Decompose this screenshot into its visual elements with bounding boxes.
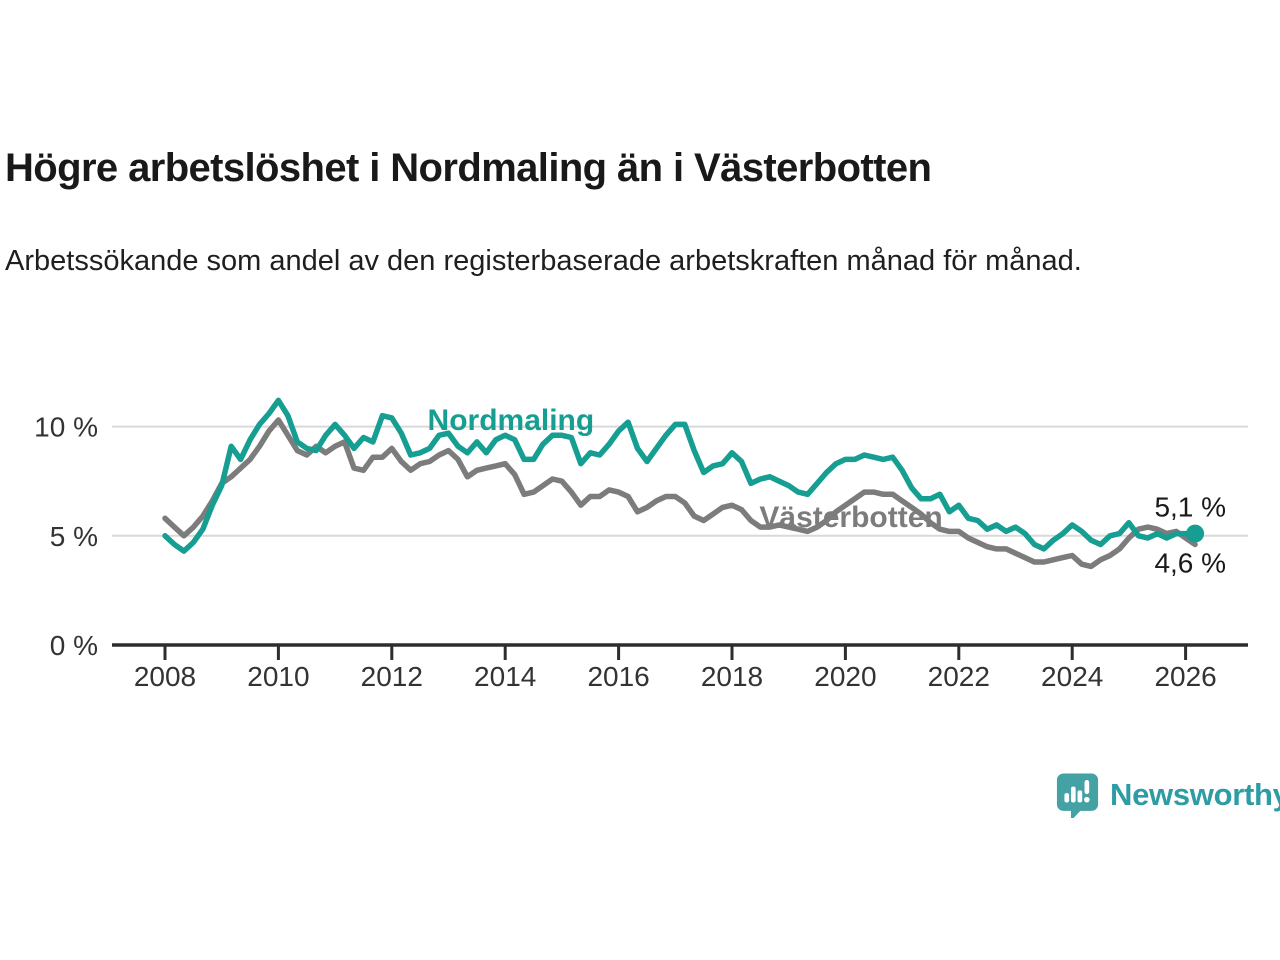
nordmaling-end-value: 5,1 % — [1154, 492, 1226, 523]
y-tick-label: 0 % — [50, 630, 98, 661]
x-tick-label: 2010 — [247, 661, 309, 692]
end-annotations: 5,1 % 4,6 % — [1154, 492, 1226, 579]
y-axis-labels: 0 % 5 % 10 % — [34, 412, 98, 661]
nordmaling-end-dot — [1186, 524, 1205, 543]
page-title: Högre arbetslöshet i Nordmaling än i Väs… — [5, 146, 932, 190]
series-lines — [162, 397, 1198, 570]
nordmaling-line — [162, 397, 1198, 554]
y-tick-label: 5 % — [50, 521, 98, 552]
x-tick-label: 2008 — [134, 661, 196, 692]
brand-footer: Newsworthy — [1056, 772, 1280, 818]
page-subtitle: Arbetssökande som andel av den registerb… — [5, 245, 1082, 277]
gridlines — [112, 425, 1248, 537]
x-tick-label: 2014 — [474, 661, 536, 692]
x-tick-label: 2026 — [1154, 661, 1216, 692]
x-tick-label: 2012 — [361, 661, 423, 692]
x-tick-label: 2024 — [1041, 661, 1103, 692]
newsworthy-logo-icon — [1056, 773, 1099, 818]
series-labels: Nordmaling Västerbotten — [428, 404, 943, 534]
x-tick-label: 2022 — [928, 661, 990, 692]
x-axis: 2008 2010 2012 2014 2016 2018 2020 2022 2024 2026 — [112, 643, 1248, 692]
x-tick-label: 2020 — [814, 661, 876, 692]
vasterbotten-end-value: 4,6 % — [1154, 548, 1226, 579]
x-tick-label: 2018 — [701, 661, 763, 692]
nordmaling-label: Nordmaling — [428, 404, 595, 437]
y-tick-label: 10 % — [34, 412, 98, 443]
brand-name: Newsworthy — [1110, 777, 1280, 812]
logo-bars — [1064, 780, 1090, 803]
vasterbotten-line — [162, 417, 1198, 570]
vasterbotten-label: Västerbotten — [759, 501, 942, 534]
x-tick-label: 2016 — [587, 661, 649, 692]
